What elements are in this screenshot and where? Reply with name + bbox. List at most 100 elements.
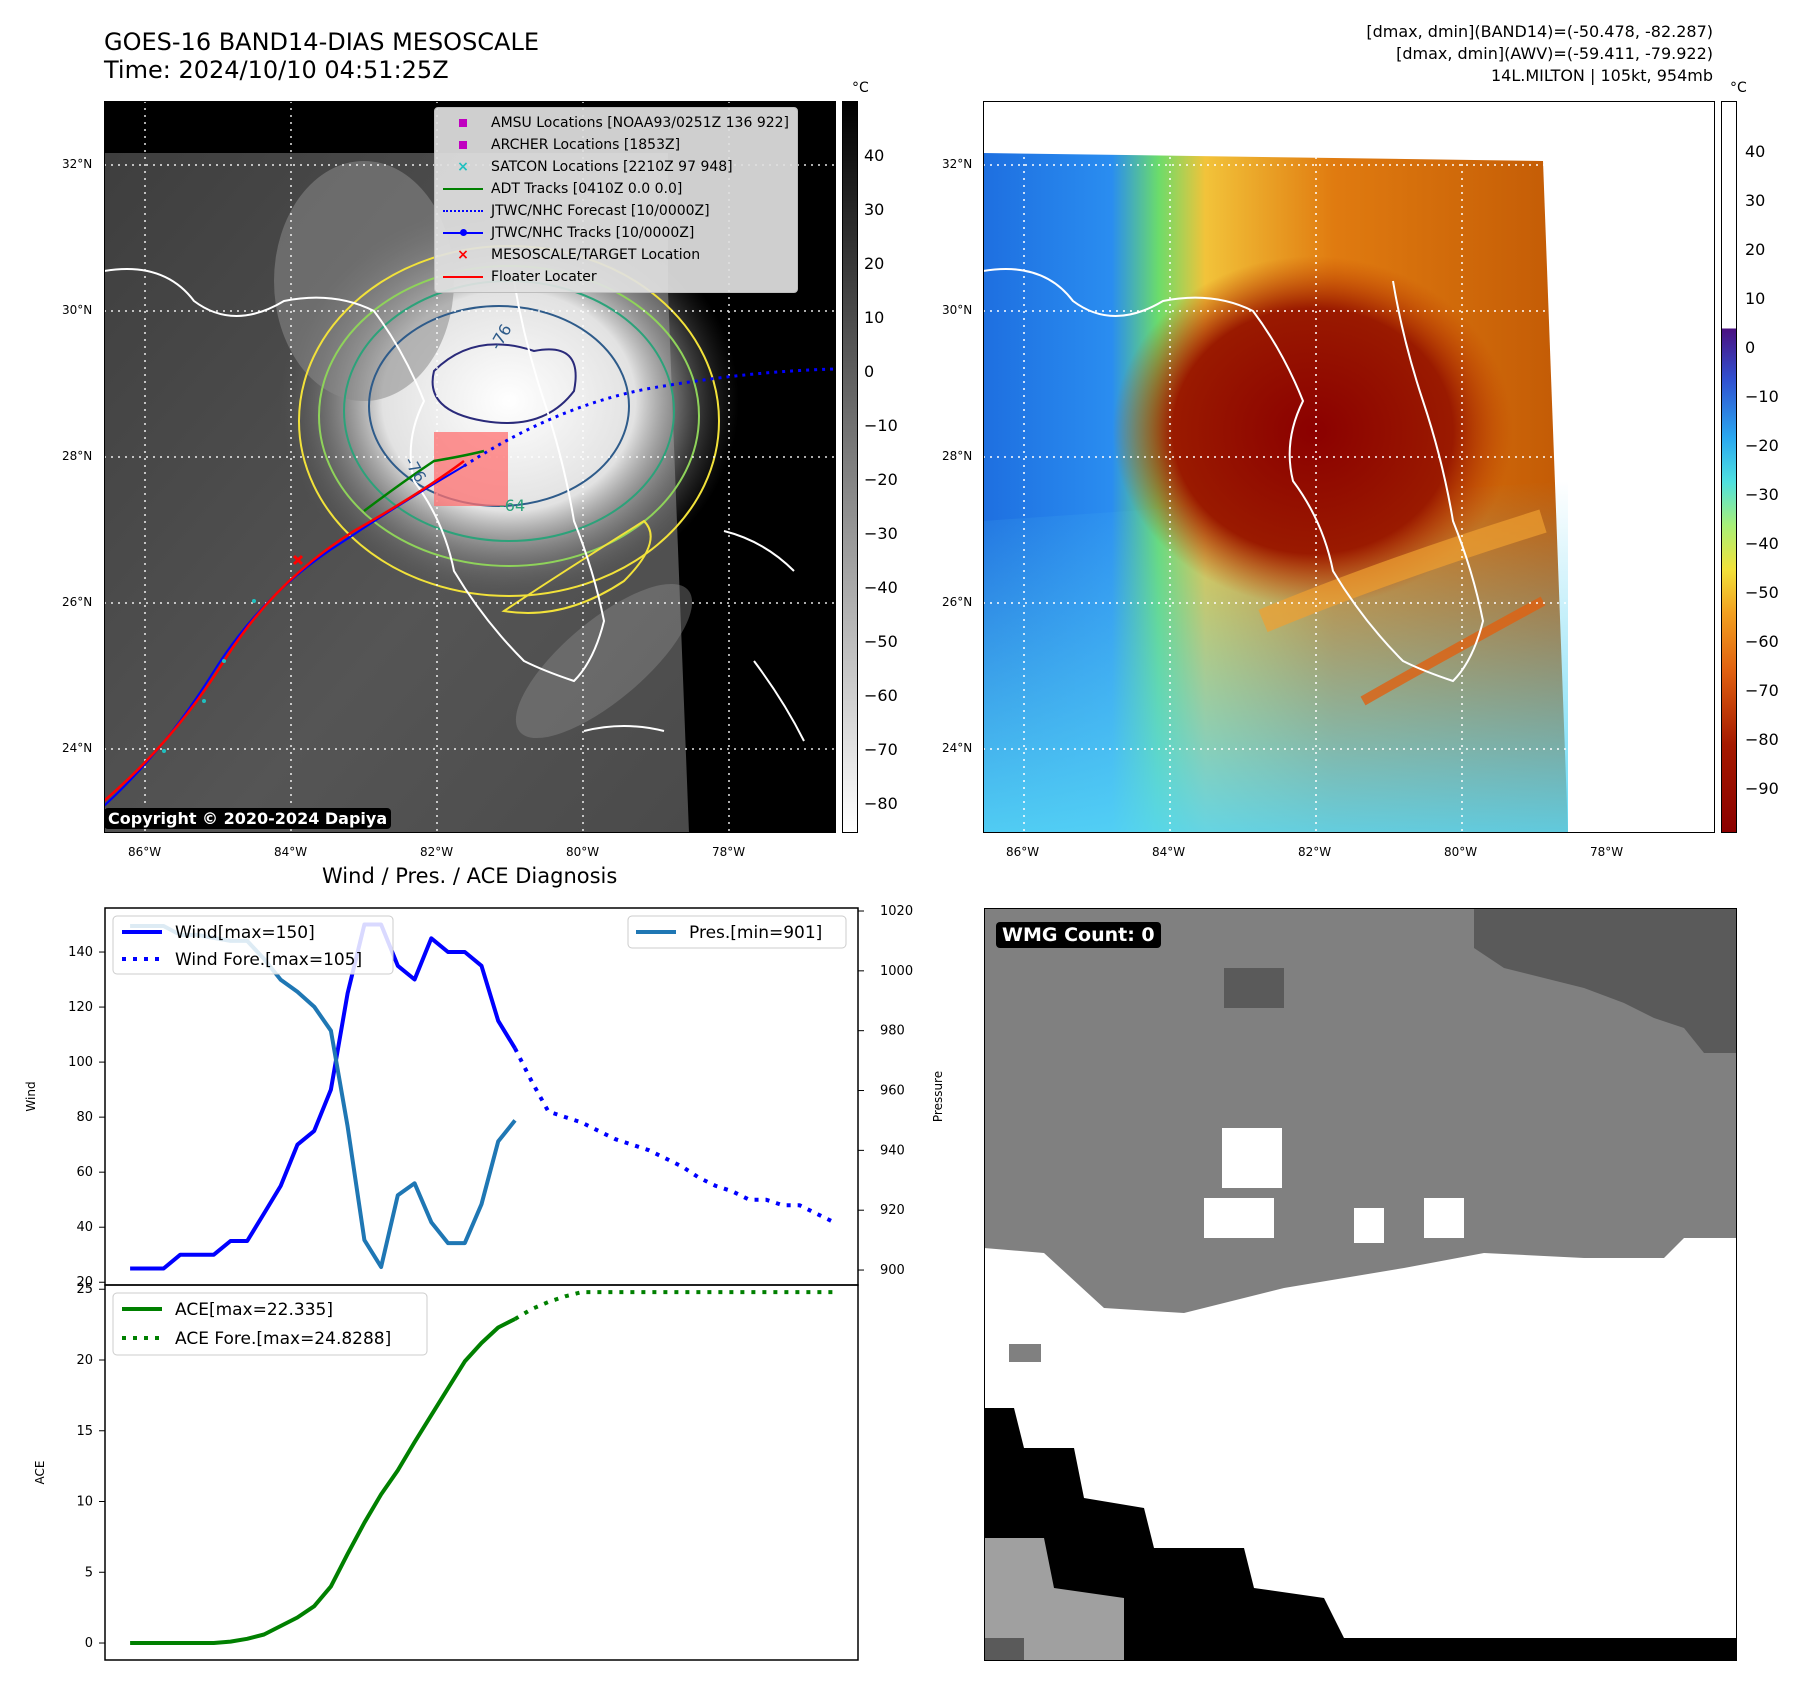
y-tick-label: 40 <box>76 1220 93 1235</box>
lon-label: 80°W <box>1444 845 1478 859</box>
copyright-badge: Copyright © 2020-2024 Dapiya <box>104 808 392 829</box>
lat-label: 24°N <box>62 741 93 755</box>
colorbar-tick-label: −40 <box>1745 534 1779 553</box>
legend-tracks: JTWC/NHC Tracks [10/0000Z] <box>443 222 789 244</box>
legend-label: Pres.[min=901] <box>689 923 822 943</box>
diagnosis-title: Wind / Pres. / ACE Diagnosis <box>322 864 618 888</box>
colorbar-tick-label: 40 <box>864 146 885 165</box>
lat-label: 24°N <box>942 741 973 755</box>
lat-label: 26°N <box>62 595 93 609</box>
legend-label: ACE Fore.[max=24.8288] <box>175 1329 391 1349</box>
y2-tick-label: 980 <box>880 1024 905 1039</box>
colorbar-tick-label: 40 <box>1745 142 1766 161</box>
wind-legend-box <box>112 915 394 975</box>
legend-label: Wind[max=150] <box>175 923 315 943</box>
lon-label: 86°W <box>1006 845 1040 859</box>
ace-legend-box <box>112 1292 428 1356</box>
band14-map: -76 -64 -76 AMSU Locations [NOAA93/0251Z… <box>104 101 836 833</box>
colorbar-tick-label: 20 <box>1745 240 1766 259</box>
colorbar-tick-label: −80 <box>1745 730 1779 749</box>
colorbar-tick-label: −60 <box>864 686 898 705</box>
colorbar-gray <box>842 101 858 833</box>
colorbar-tick-label: 10 <box>864 308 885 327</box>
map-legend: AMSU Locations [NOAA93/0251Z 136 922] AR… <box>434 107 799 293</box>
y-tick-label: 15 <box>76 1424 93 1439</box>
map-frame <box>104 101 836 833</box>
y-tick-label: 5 <box>85 1565 93 1580</box>
y-tick-label: 120 <box>68 1000 93 1015</box>
series-line-wind-fore- <box>513 1047 834 1224</box>
lat-label: 26°N <box>942 595 973 609</box>
colorbar-tick-label: −30 <box>864 524 898 543</box>
diagnosis-chart: 2040608010012014090092094096098010001020… <box>24 904 945 1661</box>
awv-map-image <box>983 101 1715 833</box>
legend-adt: ADT Tracks [0410Z 0.0 0.0] <box>443 178 789 200</box>
lat-label: 30°N <box>62 303 93 317</box>
stat-band14: [dmax, dmin](BAND14)=(-50.478, -82.287) <box>1366 22 1713 41</box>
y-tick-label: 60 <box>76 1165 93 1180</box>
awv-map <box>983 101 1715 833</box>
y-tick-label: 140 <box>68 945 93 960</box>
y2-tick-label: 900 <box>880 1263 905 1278</box>
lat-label: 32°N <box>62 157 93 171</box>
y2-axis-label: Pressure <box>931 1071 945 1122</box>
storm-info: 14L.MILTON | 105kt, 954mb <box>1490 66 1713 85</box>
y-tick-label: 100 <box>68 1055 93 1070</box>
wmg-frame <box>984 908 1737 1661</box>
series-line-pres- <box>130 924 517 1269</box>
contour-label: -64 <box>499 496 525 515</box>
stat-awv: [dmax, dmin](AWV)=(-59.411, -79.922) <box>1396 44 1713 63</box>
lon-label: 82°W <box>420 845 454 859</box>
colorbar-tick-label: −70 <box>864 740 898 759</box>
lat-label: 30°N <box>942 303 973 317</box>
series-line-ace <box>130 1317 516 1645</box>
colorbar-tick-label: −20 <box>1745 436 1779 455</box>
colorbar-unit: °C <box>852 80 869 96</box>
y2-tick-label: 940 <box>880 1143 905 1158</box>
lon-label: 84°W <box>1152 845 1186 859</box>
series-line-ace-fore- <box>513 1290 833 1321</box>
lat-label: 32°N <box>942 157 973 171</box>
wmg-count-badge: WMG Count: 0 <box>996 922 1161 948</box>
legend-amsu: AMSU Locations [NOAA93/0251Z 136 922] <box>443 112 789 134</box>
y-tick-label: 10 <box>76 1495 93 1510</box>
lon-label: 84°W <box>274 845 308 859</box>
lon-label: 78°W <box>712 845 746 859</box>
legend-target: × MESOSCALE/TARGET Location <box>457 247 701 263</box>
colorbar-tick-label: −10 <box>1745 387 1779 406</box>
colorbar-tick-label: −90 <box>1745 779 1779 798</box>
y-axis-label: ACE <box>33 1461 47 1485</box>
figure-title: GOES-16 BAND14-DIAS MESOSCALE <box>104 28 540 56</box>
colorbar-tick-label: 30 <box>1745 191 1766 210</box>
y-tick-label: 20 <box>76 1275 93 1290</box>
y-tick-label: 0 <box>85 1636 93 1651</box>
colorbar-tick-label: 20 <box>864 254 885 273</box>
legend-label: Wind Fore.[max=105] <box>175 950 362 970</box>
ace-axes-frame <box>104 1284 859 1661</box>
legend-label: ACE[max=22.335] <box>175 1300 333 1320</box>
pres-legend-box <box>627 915 847 949</box>
colorbar-tick-label: 10 <box>1745 289 1766 308</box>
series-line-wind <box>130 922 517 1271</box>
y-tick-label: 20 <box>76 1353 93 1368</box>
lon-label: 86°W <box>128 845 162 859</box>
colorbar-tick-label: −50 <box>1745 583 1779 602</box>
y2-tick-label: 960 <box>880 1084 905 1099</box>
y-axis-label: Wind <box>24 1081 38 1111</box>
y2-tick-label: 1020 <box>880 904 913 919</box>
y2-tick-label: 1000 <box>880 964 913 979</box>
lon-label: 80°W <box>566 845 600 859</box>
legend-archer: ARCHER Locations [1853Z] <box>443 134 789 156</box>
figure-time: Time: 2024/10/10 04:51:25Z <box>104 56 449 84</box>
wmg-panel: WMG Count: 0 <box>984 908 1737 1661</box>
colorbar-tick-label: −20 <box>864 470 898 489</box>
colorbar-tick-label: −50 <box>864 632 898 651</box>
colorbar-tick-label: 30 <box>864 200 885 219</box>
colorbar-awv <box>1721 101 1737 833</box>
colorbar-unit: °C <box>1730 80 1747 96</box>
legend-floater: Floater Locater <box>443 266 789 288</box>
colorbar-tick-label: −10 <box>864 416 898 435</box>
wmg-image <box>984 908 1737 1661</box>
colorbar-tick-label: −80 <box>864 794 898 813</box>
colorbar-tick-label: −30 <box>1745 485 1779 504</box>
